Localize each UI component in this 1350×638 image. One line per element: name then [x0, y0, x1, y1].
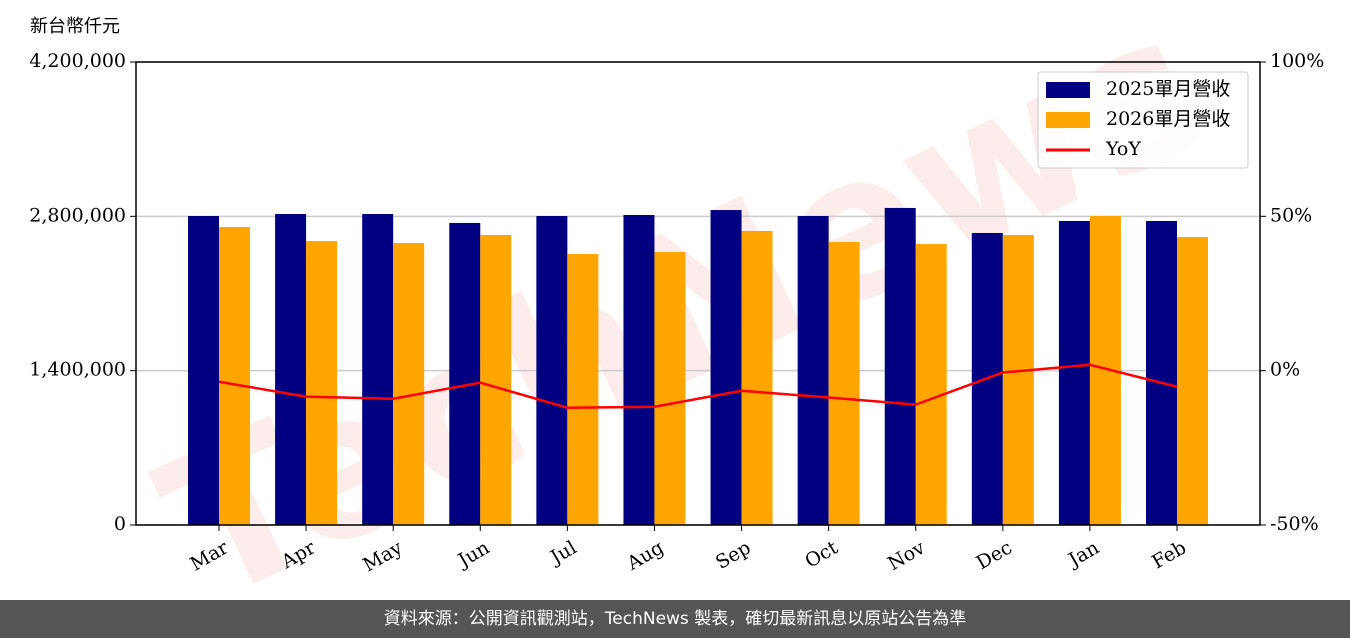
- x-tick-label: Jan: [1063, 537, 1103, 573]
- bar: [275, 214, 307, 526]
- y-tick-label: 0: [114, 513, 126, 535]
- x-tick-label: Dec: [973, 537, 1016, 575]
- footer: 資料來源：公開資訊觀測站，TechNews 製表，確切最新訊息以原站公告為準: [0, 600, 1350, 638]
- bar: [393, 243, 425, 525]
- bar: [188, 216, 219, 525]
- y-axis-label: 新台幣仟元: [30, 16, 120, 37]
- bar: [1058, 220, 1090, 526]
- y-tick-label: 1,400,000: [29, 359, 126, 381]
- legend-swatch: [1046, 112, 1090, 128]
- legend-label: YoY: [1105, 138, 1141, 160]
- x-tick-label: Jul: [545, 537, 580, 570]
- x-tick-label: Aug: [623, 537, 668, 576]
- chart: 新台幣仟元 TechNews 01,400,0002,800,0004,200,…: [29, 0, 1324, 638]
- legend-swatch: [1046, 82, 1090, 98]
- bar: [915, 244, 947, 525]
- y-tick-label: 4,200,000: [29, 50, 126, 72]
- legend-label: 2025單月營收: [1106, 78, 1230, 100]
- bar: [480, 234, 512, 526]
- x-tick-label: Sep: [712, 537, 755, 574]
- bar: [449, 222, 481, 525]
- bar: [306, 241, 338, 525]
- y2-tick-label: 50%: [1270, 204, 1312, 226]
- y2-tick-label: 0%: [1270, 359, 1300, 381]
- bar: [1002, 234, 1034, 526]
- bar: [654, 252, 686, 525]
- bar: [536, 216, 568, 525]
- bar: [219, 227, 250, 525]
- y2-tick-label: 100%: [1270, 50, 1324, 72]
- bar: [741, 230, 773, 525]
- x-tick-label: Oct: [801, 536, 842, 572]
- bar: [710, 210, 742, 526]
- y-tick-label: 2,800,000: [29, 204, 126, 226]
- bar: [828, 242, 860, 526]
- line: [218, 363, 1178, 409]
- bar: [884, 207, 916, 525]
- bar: [362, 214, 394, 526]
- bar: [623, 215, 655, 525]
- x-tick-label: Jun: [453, 537, 494, 573]
- legend-label: 2026單月營收: [1106, 108, 1230, 130]
- bar: [1146, 220, 1177, 526]
- x-tick-label: Nov: [884, 536, 929, 575]
- legend-box: [1037, 71, 1249, 169]
- bar: [567, 254, 599, 525]
- y2-tick-label: -50%: [1270, 513, 1319, 535]
- x-tick-label: Feb: [1148, 537, 1190, 574]
- plot-frame: [135, 61, 1261, 526]
- bar: [1177, 237, 1208, 525]
- bar: [797, 216, 829, 525]
